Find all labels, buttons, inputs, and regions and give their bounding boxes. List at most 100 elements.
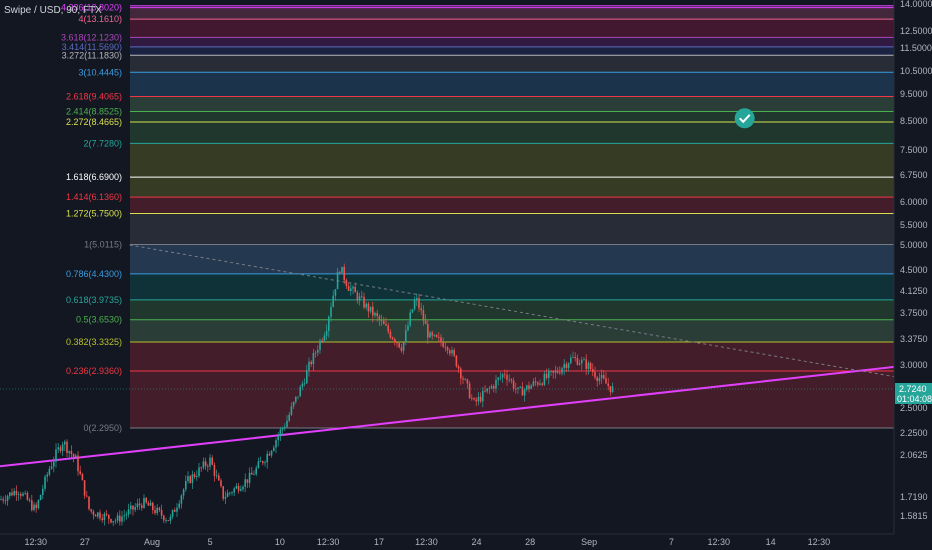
price-tick-label: 10.5000 [900, 66, 932, 76]
candle-body [55, 449, 57, 462]
candle-body [358, 296, 361, 301]
fib-label-3: 3(10.4445) [78, 67, 122, 77]
candle-body [543, 373, 546, 385]
candle-body [345, 280, 348, 286]
candle-body [433, 334, 436, 336]
candle-body [482, 390, 484, 402]
candle-body [288, 414, 290, 421]
fib-label-4.236: 4.236(13.8020) [61, 3, 122, 13]
price-tick-label: 5.0000 [900, 240, 928, 250]
candle-body [97, 512, 99, 517]
candle-body [233, 488, 235, 493]
candle-body [495, 379, 497, 389]
candle-body [64, 441, 66, 445]
fib-label-3.618: 3.618(12.1230) [61, 32, 122, 42]
candle-body [215, 475, 218, 477]
candle-body [44, 476, 46, 489]
candle-body [446, 347, 449, 351]
candle-body [398, 343, 400, 348]
candle-body [561, 368, 563, 374]
trendline-support[interactable] [0, 365, 895, 468]
check-circle-icon[interactable] [734, 108, 755, 129]
fib-label-4: 4(13.1610) [78, 14, 122, 24]
fib-lines [130, 5, 894, 429]
candle-body [28, 499, 31, 501]
candle-body [394, 339, 396, 343]
candle-body [528, 385, 530, 389]
fib-label-0.5: 0.5(3.6530) [76, 315, 122, 325]
candle-body [376, 312, 378, 317]
candle-body [202, 461, 205, 468]
fib-band-1 [130, 213, 894, 245]
candle-body [266, 453, 268, 463]
candle-body [125, 514, 128, 516]
price-tick-label: 4.1250 [900, 286, 928, 296]
candle-body [420, 308, 422, 311]
time-tick-label: 27 [80, 537, 90, 547]
candle-body [550, 371, 552, 372]
candle-body [79, 471, 81, 474]
fib-label-1.272: 1.272(5.7500) [66, 209, 122, 219]
candle-body [57, 447, 59, 450]
fib-label-2.414: 2.414(8.8525) [66, 106, 122, 116]
fib-band-2.272 [130, 111, 894, 122]
candle-body [594, 372, 596, 378]
candle-body [488, 388, 491, 389]
candle-body [332, 295, 334, 307]
candle-body [407, 325, 409, 331]
candle-body [264, 462, 266, 464]
time-tick-label: 12:30 [24, 537, 47, 547]
candle-body [490, 386, 493, 389]
candle-body [352, 286, 354, 289]
fib-label-0: 0(2.2950) [83, 423, 122, 433]
candle-body [134, 507, 136, 510]
fib-label-0.618: 0.618(3.9735) [66, 295, 122, 305]
price-axis[interactable]: 14.0000 12.5000 11.5000 10.5000 9.5000 8.5000… [893, 0, 932, 534]
candle-body [587, 362, 590, 369]
candle-body [585, 359, 587, 369]
candle-body [405, 330, 407, 343]
candle-body [449, 350, 451, 354]
candle-body [354, 286, 356, 293]
candle-body [301, 383, 304, 387]
price-tick-label: 2.0625 [900, 450, 928, 460]
candle-body [422, 310, 425, 321]
countdown-badge [895, 393, 932, 404]
candle-body [457, 366, 460, 369]
candle-body [169, 516, 172, 521]
target-marker[interactable] [734, 108, 755, 129]
price-tick-label: 5.5000 [900, 220, 928, 230]
candle-body [9, 492, 11, 497]
candle-body [11, 492, 13, 496]
candle-body [559, 372, 561, 374]
price-tick-label: 2.5000 [900, 403, 928, 413]
fib-band-3.272 [130, 46, 894, 56]
trendlines[interactable] [0, 244, 895, 468]
candle-body [226, 492, 229, 497]
candle-body [499, 377, 502, 379]
candle-body [391, 337, 394, 340]
candle-body [218, 475, 220, 481]
candle-body [123, 515, 125, 517]
candle-body [178, 503, 180, 508]
candle-body [310, 361, 312, 365]
candle-body [473, 398, 475, 400]
time-tick-label: Aug [144, 537, 160, 547]
time-axis[interactable]: 12:30 27 Aug 5 10 12:30 17 12:30 24 28 Sep 7 12:30 14… [0, 533, 932, 550]
candle-body [185, 481, 187, 490]
time-tick-label: Sep [581, 537, 597, 547]
fib-band-3 [130, 55, 894, 73]
candle-body [253, 474, 255, 476]
candle-body [213, 464, 216, 476]
candle-body [160, 510, 163, 516]
fib-band-2 [130, 121, 894, 144]
candle-body [572, 357, 574, 358]
candle-body [493, 386, 495, 389]
candle-body [321, 340, 323, 342]
candle-body [378, 316, 381, 321]
candle-body [50, 466, 53, 469]
candle-body [167, 520, 169, 521]
candle-body [284, 427, 286, 429]
